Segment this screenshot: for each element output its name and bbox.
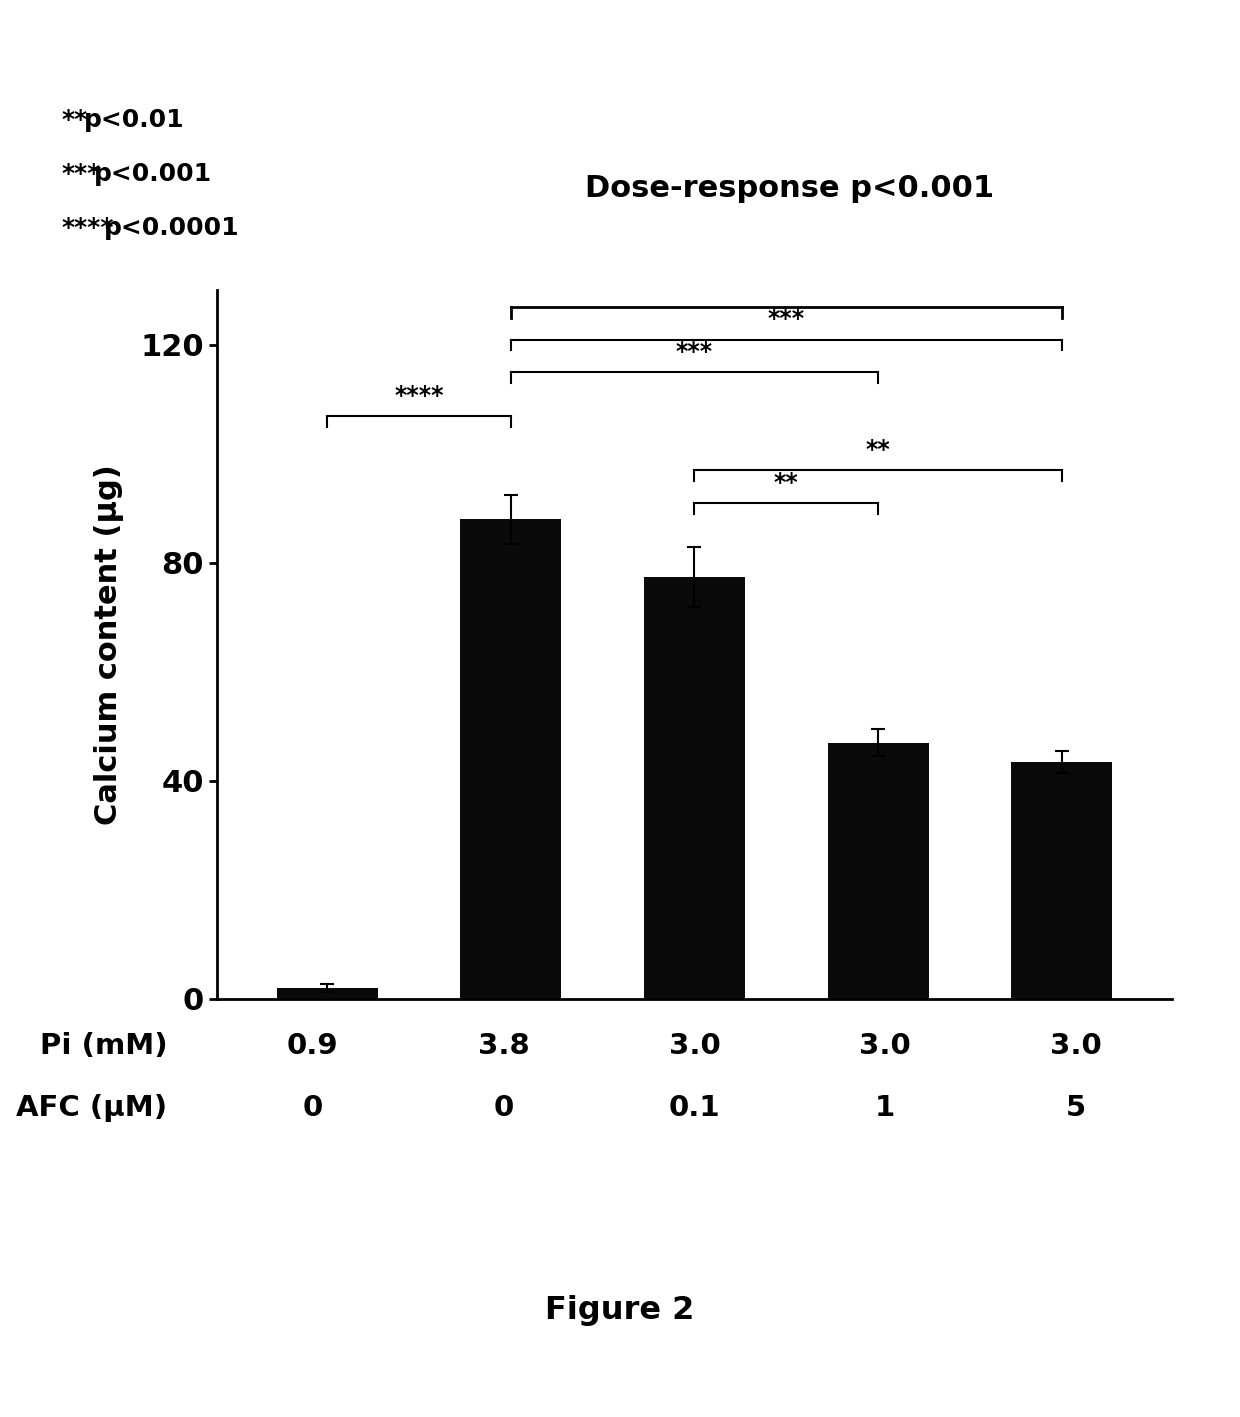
Text: ***: *** (62, 163, 102, 186)
Bar (460, 520, 562, 999)
Text: Dose-response p<0.001: Dose-response p<0.001 (585, 174, 994, 203)
Text: p<0.01: p<0.01 (84, 109, 185, 132)
Text: 3.0: 3.0 (668, 1032, 720, 1060)
Bar (277, 988, 378, 999)
Text: ***: *** (768, 307, 805, 332)
Text: Figure 2: Figure 2 (546, 1295, 694, 1326)
Y-axis label: Calcium content (μg): Calcium content (μg) (93, 465, 124, 825)
Text: Pi (mM): Pi (mM) (40, 1032, 167, 1060)
Text: 1: 1 (875, 1094, 895, 1122)
Bar (1011, 762, 1112, 999)
Text: 0.9: 0.9 (286, 1032, 339, 1060)
Bar (827, 743, 929, 999)
Text: **: ** (62, 109, 88, 132)
Text: 3.0: 3.0 (859, 1032, 911, 1060)
Text: 3.0: 3.0 (1050, 1032, 1102, 1060)
Text: AFC (μM): AFC (μM) (16, 1094, 167, 1122)
Text: ****: **** (62, 217, 114, 239)
Text: 0.1: 0.1 (668, 1094, 720, 1122)
Text: **: ** (774, 470, 799, 495)
Text: 3.8: 3.8 (477, 1032, 529, 1060)
Text: p<0.001: p<0.001 (94, 163, 212, 186)
Text: ***: *** (676, 340, 713, 364)
Bar (644, 577, 745, 999)
Text: p<0.0001: p<0.0001 (104, 217, 239, 239)
Text: ****: **** (394, 384, 444, 408)
Text: 0: 0 (494, 1094, 513, 1122)
Text: **: ** (866, 438, 890, 462)
Text: 0: 0 (303, 1094, 322, 1122)
Text: 5: 5 (1066, 1094, 1086, 1122)
